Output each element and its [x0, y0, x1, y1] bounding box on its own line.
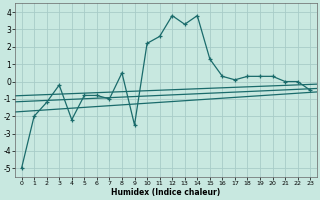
X-axis label: Humidex (Indice chaleur): Humidex (Indice chaleur)	[111, 188, 220, 197]
